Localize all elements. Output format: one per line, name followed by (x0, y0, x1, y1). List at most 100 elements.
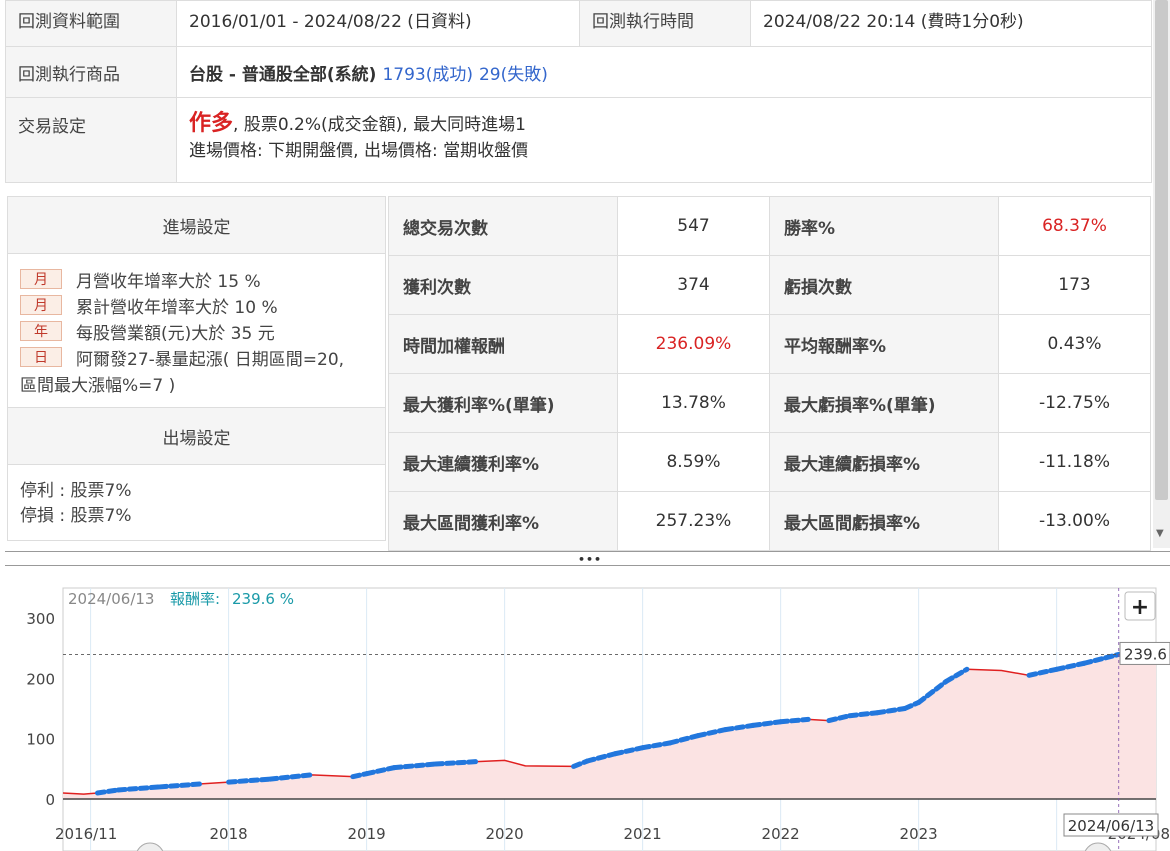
stat-label-text: 最大獲利率%(單筆) (403, 395, 555, 416)
stat-label: 虧損次數 (769, 255, 999, 315)
product-name: 台股 - 普通股全部(系統) (189, 64, 377, 85)
product-value-cell: 台股 - 普通股全部(系統) 1793(成功) 29(失敗) (176, 46, 1152, 98)
stat-label: 最大區間虧損率% (769, 491, 999, 551)
stat-label-text: 獲利次數 (403, 277, 471, 298)
stat-value: -13.00% (998, 491, 1151, 551)
stat-label-text: 最大連續虧損率% (784, 454, 921, 475)
stat-value: 257.23% (617, 491, 770, 551)
stat-label-text: 最大虧損率%(單筆) (784, 395, 936, 416)
trade-marker (826, 713, 853, 724)
trade-marker (943, 666, 970, 684)
condition-tag: 月 (20, 295, 62, 315)
trade-label-cell: 交易設定 (5, 97, 177, 183)
stat-value-text: -11.18% (1039, 452, 1110, 472)
stop-loss: 停損 : 股票7% (20, 506, 132, 526)
entry-condition: 月月營收年增率大於 15 % (20, 266, 375, 292)
y-tick-label: 0 (45, 791, 55, 809)
trade-marker (640, 740, 673, 751)
splitter-line-bottom (5, 565, 1170, 566)
trade-marker (1054, 660, 1087, 672)
trade-marker (364, 765, 397, 777)
trade-marker (902, 699, 922, 711)
trade-marker (695, 727, 728, 739)
trade-marker (874, 706, 908, 716)
trade-value-cell: 作多, 股票0.2%(成交金額), 最大同時進場1 進場價格: 下期開盤價, 出… (176, 97, 1152, 183)
trade-prices: 進場價格: 下期開盤價, 出場價格: 當期收盤價 (189, 141, 529, 161)
hover-date: 2024/06/13 (68, 590, 154, 608)
range-label: 回測資料範圍 (5, 0, 177, 47)
x-tick-label: 2016/11 (55, 825, 117, 843)
stat-label-text: 虧損次數 (784, 277, 852, 298)
stat-label-text: 總交易次數 (403, 218, 488, 239)
x-tick-label: 2022 (762, 825, 800, 843)
trade-marker (916, 678, 949, 705)
take-profit: 停利 : 股票7% (20, 481, 132, 501)
stat-value: 0.43% (998, 314, 1151, 374)
stat-label: 最大連續獲利率% (388, 432, 618, 492)
last-value-box (1119, 641, 1170, 665)
exit-header: 出場設定 (7, 407, 386, 465)
exec-time-value: 2024/08/22 20:14 (費時1分0秒) (750, 0, 1152, 47)
splitter-handle[interactable]: ••• (577, 552, 603, 566)
condition-tag: 日 (20, 347, 62, 367)
trade-marker (391, 761, 439, 771)
return-chart[interactable]: 0 100 200 300 2016/11 2018 2019 2020 2021 2022 202… (0, 566, 1170, 851)
axes: 0 100 200 300 2016/11 2018 2019 2020 2021 2022 202… (26, 610, 1170, 843)
stat-value-text: 236.09% (655, 334, 732, 354)
entry-conditions: 月月營收年增率大於 15 % 月累計營收年增率大於 10 % 年每股營業額(元)… (7, 253, 386, 408)
range-handle-right[interactable] (1084, 842, 1112, 851)
stat-label: 獲利次數 (388, 255, 618, 315)
stat-value-text: 13.78% (661, 393, 726, 413)
stat-value-text: 68.37% (1042, 216, 1107, 236)
range-handle-left[interactable] (136, 842, 164, 851)
y-tick-label: 100 (26, 731, 55, 749)
product-label-cell: 回測執行商品 (5, 46, 177, 98)
scroll-down-icon[interactable]: ▼ (1156, 528, 1164, 539)
condition-tag: 月 (20, 269, 62, 289)
x-tick-label: 2020 (486, 825, 524, 843)
product-fail-link[interactable]: 29(失敗) (478, 64, 548, 85)
entry-condition: 年每股營業額(元)大於 35 元 (20, 318, 375, 344)
trade-marker (667, 733, 701, 746)
last-value-label: 239.6 (1124, 645, 1167, 663)
hover-label: 報酬率: (170, 590, 220, 608)
crosshair: 239.6 2024/06/13 (63, 588, 1170, 851)
stat-value-text: 257.23% (655, 511, 732, 531)
stat-label: 時間加權報酬 (388, 314, 618, 374)
trade-marker (847, 710, 880, 719)
product-success-link[interactable]: 1793(成功) (382, 64, 473, 85)
trade-marker (267, 772, 314, 782)
entry-condition-wrap: 區間最大漲幅%=7 ) (20, 375, 176, 396)
stat-label: 總交易次數 (388, 196, 618, 256)
stat-value: 374 (617, 255, 770, 315)
stat-value-text: 547 (677, 216, 710, 236)
stat-label-text: 最大連續獲利率% (403, 454, 540, 475)
stat-value: 8.59% (617, 432, 770, 492)
vertical-scrollbar[interactable]: ▼ (1153, 0, 1170, 548)
stat-label: 最大獲利率%(單筆) (388, 373, 618, 433)
stat-value-text: 374 (677, 275, 710, 295)
trade-direction: 作多 (189, 111, 234, 136)
y-tick-label: 300 (26, 610, 55, 628)
trade-marker (1026, 666, 1060, 678)
zoom-button[interactable]: + (1124, 591, 1156, 621)
stat-value-text: 0.43% (1047, 334, 1102, 354)
x-tick-label: 2019 (348, 825, 386, 843)
trade-marker (778, 716, 811, 725)
x-tick-label: 2023 (900, 825, 938, 843)
trade-marker (433, 759, 480, 767)
trade-marker (115, 784, 163, 793)
range-value: 2016/01/01 - 2024/08/22 (日資料) (176, 0, 580, 47)
trade-fee: , 股票0.2%(成交金額), 最大同時進場1 (233, 115, 526, 135)
plus-icon[interactable]: + (1131, 595, 1149, 620)
trade-marker (584, 751, 618, 764)
area-fill (63, 652, 1156, 799)
entry-condition: 月累計營收年增率大於 10 % (20, 292, 375, 318)
scrollbar-thumb[interactable] (1155, 0, 1168, 500)
stat-label-text: 最大區間虧損率% (784, 513, 921, 534)
entry-condition: 日阿爾發27-暴量起漲( 日期區間=20, (20, 344, 375, 370)
stat-value: 68.37% (998, 196, 1151, 256)
stat-value: 547 (617, 196, 770, 256)
trade-marker (95, 787, 121, 796)
stat-label-text: 勝率% (784, 218, 836, 239)
